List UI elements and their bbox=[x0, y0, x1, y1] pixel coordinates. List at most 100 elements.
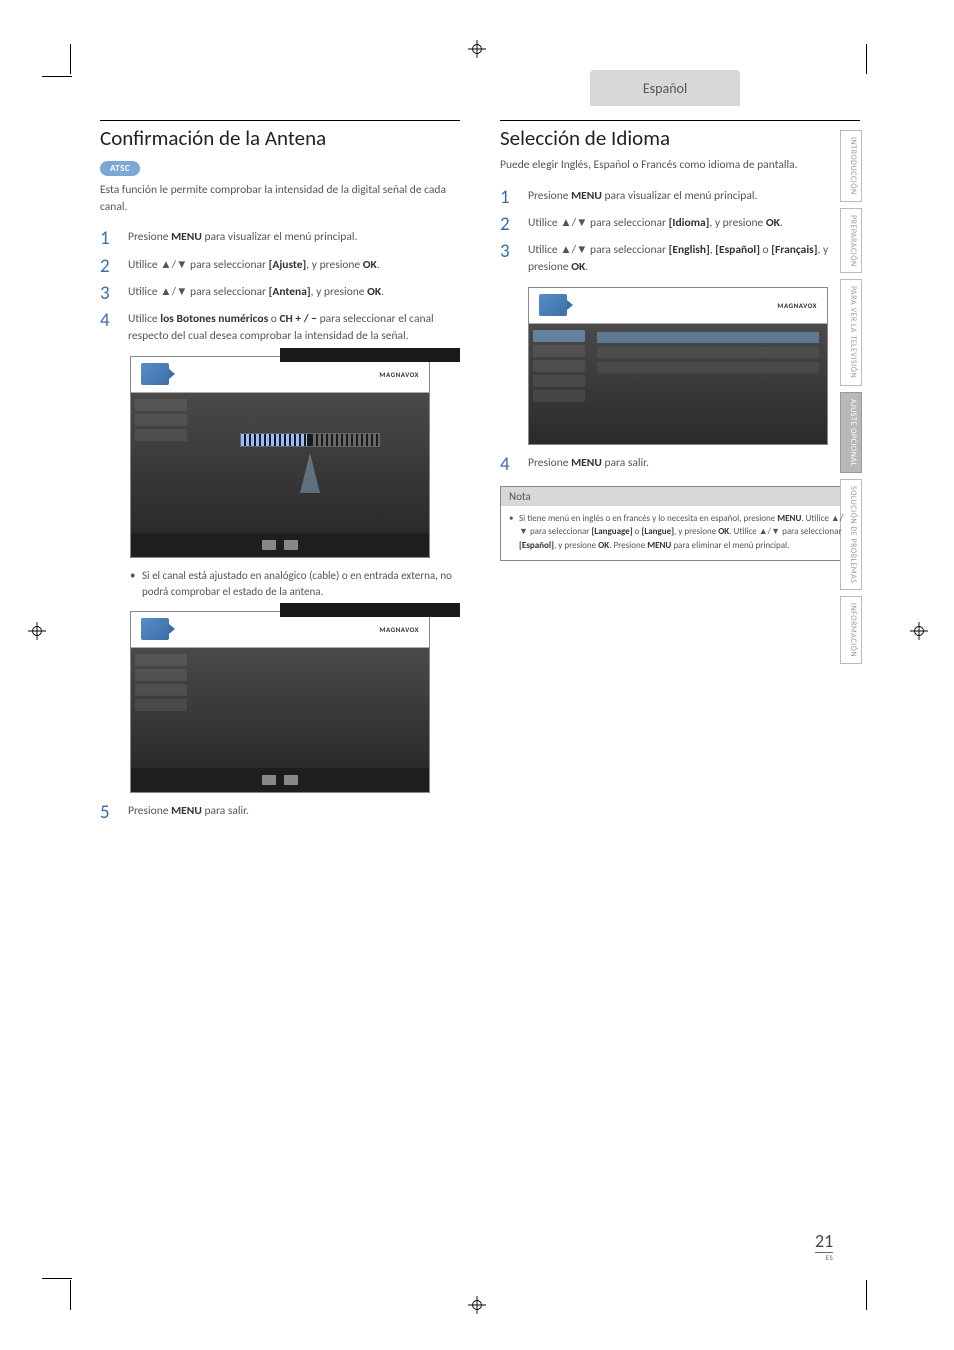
text: , y presione bbox=[554, 540, 598, 551]
registration-mark-top bbox=[468, 40, 486, 58]
column-right: Selección de Idioma Puede elegir Inglés,… bbox=[500, 120, 860, 830]
tv-screenshot-blank: MAGNAVOX bbox=[100, 611, 460, 793]
francais-label: [Français] bbox=[771, 243, 817, 257]
menu-key: MENU bbox=[777, 513, 801, 524]
text: o bbox=[268, 312, 279, 326]
footer-icon bbox=[284, 540, 298, 550]
tv-brand: MAGNAVOX bbox=[379, 625, 419, 634]
page-number-value: 21 bbox=[815, 1230, 833, 1252]
steps-antenna: Presione MENU para visualizar el menú pr… bbox=[100, 229, 460, 345]
tv-brand: MAGNAVOX bbox=[379, 370, 419, 379]
tv-screenshot-language: MAGNAVOX bbox=[500, 287, 860, 445]
text: Utilice bbox=[128, 312, 160, 326]
step-2: Utilice ▲/▼ para seleccionar [Idioma], y… bbox=[500, 215, 860, 232]
step-3: Utilice ▲/▼ para seleccionar [English], … bbox=[500, 242, 860, 277]
page: Español INTRODUCCIÓN PREPARACIÓN PARA VE… bbox=[100, 80, 860, 830]
text: para visualizar el menú principal. bbox=[202, 230, 358, 244]
text: , y presione bbox=[674, 526, 718, 537]
text: Presione bbox=[528, 456, 571, 470]
langue-label: [Langue] bbox=[641, 526, 674, 537]
menu-key: MENU bbox=[171, 230, 202, 244]
text: Utilice ▲/▼ para seleccionar bbox=[128, 285, 269, 299]
registration-mark-right bbox=[910, 622, 928, 640]
ok-key: OK bbox=[363, 258, 377, 272]
note-body: Si tiene menú en inglés o en francés y l… bbox=[501, 506, 859, 561]
antenna-tower-icon bbox=[300, 453, 320, 493]
title-language: Selección de Idioma bbox=[500, 120, 860, 151]
column-left: Confirmación de la Antena ATSC Esta func… bbox=[100, 120, 460, 830]
side-tab-informacion: INFORMACIÓN bbox=[840, 596, 862, 664]
ok-key: OK bbox=[718, 526, 729, 537]
tv-brand: MAGNAVOX bbox=[777, 301, 817, 310]
badge-atsc: ATSC bbox=[100, 161, 140, 176]
note-title: Nota bbox=[501, 487, 859, 506]
menu-key: MENU bbox=[571, 456, 602, 470]
steps-antenna-cont: Presione MENU para salir. bbox=[100, 803, 460, 820]
ok-key: OK bbox=[571, 260, 585, 274]
steps-language-cont: Presione MENU para salir. bbox=[500, 455, 860, 472]
text: . Presione bbox=[609, 540, 647, 551]
text: . Utilice ▲/▼ para seleccionar bbox=[729, 526, 841, 537]
language-tab: Español bbox=[590, 70, 740, 106]
step-4: Utilice los Botones numéricos o CH + / −… bbox=[100, 311, 460, 346]
sub-note: Si el canal está ajustado en analógico (… bbox=[130, 568, 460, 601]
note-box: Nota Si tiene menú en inglés o en francé… bbox=[500, 486, 860, 562]
ok-key: OK bbox=[766, 216, 780, 230]
intro-antenna: Esta función le permite comprobar la int… bbox=[100, 182, 460, 215]
text: para eliminar el menú principal. bbox=[671, 540, 789, 551]
signal-strength-bar bbox=[240, 433, 380, 447]
text: para salir. bbox=[602, 456, 649, 470]
idioma-label: [Idioma] bbox=[669, 216, 710, 230]
text: Utilice ▲/▼ para seleccionar bbox=[528, 243, 669, 257]
text: Utilice ▲/▼ para seleccionar bbox=[128, 258, 269, 272]
ajuste-label: [Ajuste] bbox=[269, 258, 307, 272]
registration-mark-left bbox=[28, 622, 46, 640]
tv-logo-icon bbox=[141, 363, 169, 385]
ch-key: CH + / − bbox=[279, 312, 317, 326]
tv-logo-icon bbox=[141, 618, 169, 640]
step-3: Utilice ▲/▼ para seleccionar [Antena], y… bbox=[100, 284, 460, 301]
text: Si tiene menú en inglés o en francés y l… bbox=[519, 513, 777, 524]
text: Presione bbox=[128, 804, 171, 818]
text: para visualizar el menú principal. bbox=[602, 189, 758, 203]
text: o bbox=[760, 243, 771, 257]
numeric-buttons-label: los Botones numéricos bbox=[160, 312, 268, 326]
page-number: 21 ES bbox=[815, 1230, 833, 1262]
page-lang-code: ES bbox=[815, 1252, 833, 1262]
text: Presione bbox=[128, 230, 171, 244]
text: . bbox=[780, 216, 783, 230]
text: , y presione bbox=[306, 258, 362, 272]
espanol-label: [Español] bbox=[715, 243, 760, 257]
registration-mark-bottom bbox=[468, 1296, 486, 1314]
ok-key: OK bbox=[367, 285, 381, 299]
text: . bbox=[377, 258, 380, 272]
footer-icon bbox=[262, 540, 276, 550]
step-1: Presione MENU para visualizar el menú pr… bbox=[100, 229, 460, 246]
text: , y presione bbox=[311, 285, 367, 299]
espanol-label: [Español] bbox=[519, 540, 554, 551]
menu-key: MENU bbox=[171, 804, 202, 818]
text: . bbox=[381, 285, 384, 299]
text: Presione bbox=[528, 189, 571, 203]
language-label: [Language] bbox=[591, 526, 632, 537]
tv-screenshot-antenna: MAGNAVOX bbox=[100, 356, 460, 558]
text: . bbox=[585, 260, 588, 274]
footer-icon bbox=[262, 775, 276, 785]
steps-language: Presione MENU para visualizar el menú pr… bbox=[500, 188, 860, 277]
step-5: Presione MENU para salir. bbox=[100, 803, 460, 820]
antena-label: [Antena] bbox=[269, 285, 311, 299]
step-4: Presione MENU para salir. bbox=[500, 455, 860, 472]
text: , y presione bbox=[709, 216, 765, 230]
ok-key: OK bbox=[598, 540, 609, 551]
step-2: Utilice ▲/▼ para seleccionar [Ajuste], y… bbox=[100, 257, 460, 274]
footer-icon bbox=[284, 775, 298, 785]
text: para salir. bbox=[202, 804, 249, 818]
sub-note-list: Si el canal está ajustado en analógico (… bbox=[130, 568, 460, 601]
step-1: Presione MENU para visualizar el menú pr… bbox=[500, 188, 860, 205]
title-antenna: Confirmación de la Antena bbox=[100, 120, 460, 151]
intro-language: Puede elegir Inglés, Español o Francés c… bbox=[500, 157, 860, 174]
text: Utilice ▲/▼ para seleccionar bbox=[528, 216, 669, 230]
english-label: [English] bbox=[669, 243, 710, 257]
tv-logo-icon bbox=[539, 294, 567, 316]
menu-key: MENU bbox=[571, 189, 602, 203]
